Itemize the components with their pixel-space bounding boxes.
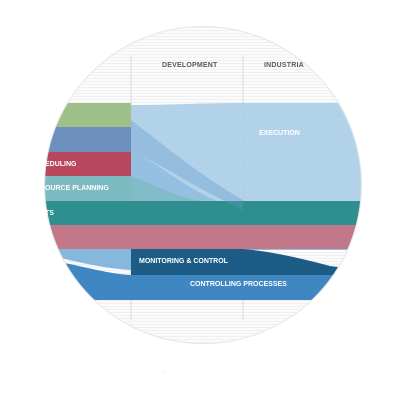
band-label-ts: TS bbox=[45, 210, 54, 217]
process-flow-diagram bbox=[45, 27, 361, 343]
band-monitoring bbox=[131, 249, 361, 275]
band-controlling bbox=[60, 262, 361, 300]
band-resource-planning-extension bbox=[131, 176, 200, 201]
band-label-resource-planning: OURCE PLANNING bbox=[45, 185, 109, 192]
column-label-development: DEVELOPMENT bbox=[162, 62, 218, 69]
band-scheduling bbox=[45, 152, 131, 176]
column-label-industrial: INDUSTRIA bbox=[264, 62, 304, 69]
band-left-light bbox=[45, 249, 131, 270]
band-resource-planning bbox=[45, 176, 131, 201]
band-green bbox=[45, 103, 131, 127]
band-label-execution: EXECUTION bbox=[259, 130, 300, 137]
band-label-controlling: CONTROLLING PROCESSES bbox=[190, 281, 287, 288]
band-label-scheduling: EDULING bbox=[45, 161, 77, 168]
band-rose bbox=[45, 225, 361, 249]
band-label-monitoring: MONITORING & CONTROL bbox=[139, 258, 228, 265]
faint-mark bbox=[162, 372, 165, 373]
band-steel-blue bbox=[45, 127, 131, 152]
band-ts bbox=[45, 201, 361, 225]
circular-viewport bbox=[45, 27, 361, 343]
band-crossing bbox=[131, 120, 243, 210]
